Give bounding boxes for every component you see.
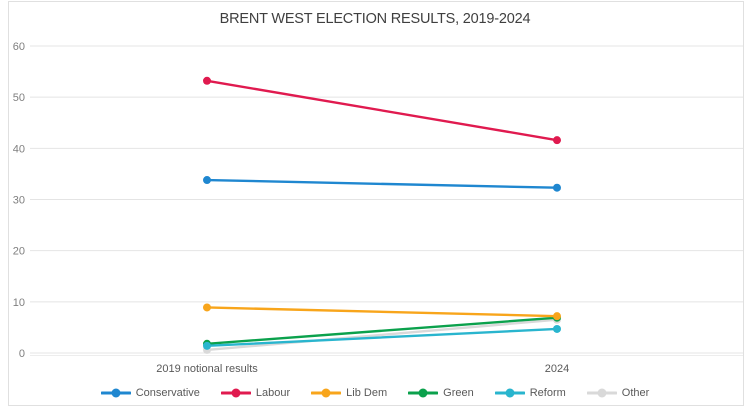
y-tick-label-40: 40 xyxy=(13,143,25,155)
data-point-conservative-2019-notional-results xyxy=(203,176,211,185)
y-tick-label-30: 30 xyxy=(13,195,25,207)
legend-label-other: Other xyxy=(621,387,650,399)
data-point-reform-2019-notional-results xyxy=(203,341,211,350)
legend-item-lib-dem: Lib Dem xyxy=(311,387,387,399)
series-line-conservative xyxy=(205,178,559,189)
legend-marker-green-icon xyxy=(408,388,439,398)
y-tick-label-10: 10 xyxy=(13,297,25,309)
legend-marker-conservative-icon xyxy=(100,388,131,398)
data-point-labour-2019-notional-results xyxy=(203,76,211,85)
legend-marker-lib-dem-icon xyxy=(311,388,342,398)
series-line-green xyxy=(205,316,559,345)
legend-label-lib-dem: Lib Dem xyxy=(346,387,388,399)
data-point-labour-2024 xyxy=(553,136,561,145)
chart-title: BRENT WEST ELECTION RESULTS, 2019-2024 xyxy=(219,11,531,27)
legend: Conservative Labour Lib Dem Green Reform Othe… xyxy=(0,387,750,399)
legend-label-green: Green xyxy=(443,387,474,399)
series-line-reform xyxy=(205,327,559,348)
legend-label-conservative: Conservative xyxy=(135,387,200,399)
legend-item-green: Green xyxy=(408,387,474,399)
legend-item-conservative: Conservative xyxy=(100,387,200,399)
legend-item-other: Other xyxy=(586,387,650,399)
legend-label-reform: Reform xyxy=(529,387,566,399)
legend-marker-labour-icon xyxy=(220,388,251,398)
y-tick-label-50: 50 xyxy=(13,92,25,104)
data-point-conservative-2024 xyxy=(553,183,561,192)
data-point-lib-dem-2024 xyxy=(553,312,561,321)
x-category-label-2019-notional-results: 2019 notional results xyxy=(156,363,258,375)
legend-marker-reform-icon xyxy=(494,388,525,398)
legend-label-labour: Labour xyxy=(255,387,291,399)
data-point-reform-2024 xyxy=(553,324,561,333)
series-line-labour xyxy=(205,79,559,142)
legend-marker-other-icon xyxy=(586,388,617,398)
series-line-other xyxy=(205,318,559,352)
legend-item-reform: Reform xyxy=(494,387,566,399)
y-tick-label-20: 20 xyxy=(13,246,25,258)
y-tick-label-60: 60 xyxy=(13,41,25,53)
legend-item-labour: Labour xyxy=(220,387,291,399)
x-category-label-2024: 2024 xyxy=(545,363,569,375)
y-tick-label-0: 0 xyxy=(19,348,25,360)
series-line-lib-dem xyxy=(205,306,559,318)
data-point-lib-dem-2019-notional-results xyxy=(203,303,211,312)
